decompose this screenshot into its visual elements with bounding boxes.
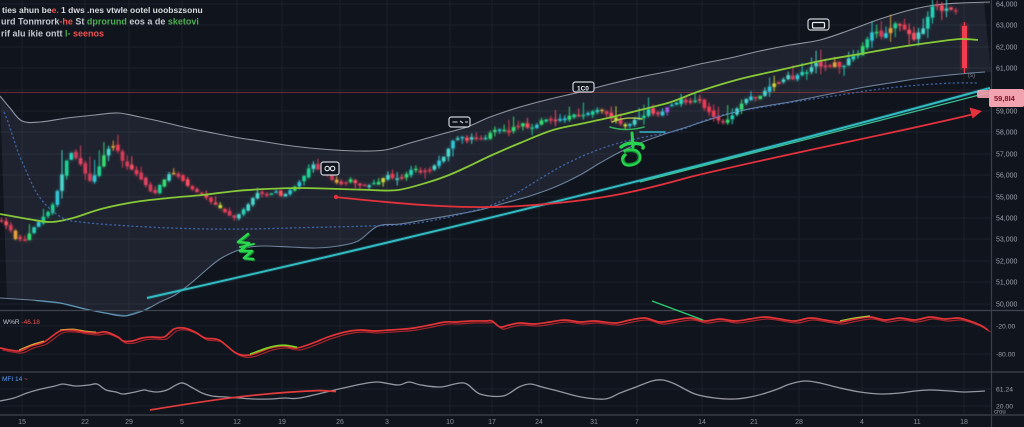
- svg-text:18: 18: [960, 419, 968, 426]
- svg-text:W%R -46.18: W%R -46.18: [3, 319, 40, 326]
- svg-text:24: 24: [535, 419, 543, 426]
- svg-text:-80.00: -80.00: [996, 352, 1015, 359]
- svg-text:4: 4: [860, 419, 864, 426]
- svg-text:63,000: 63,000: [996, 23, 1018, 30]
- svg-text:61.24: 61.24: [996, 387, 1013, 394]
- svg-text:53,000: 53,000: [996, 237, 1018, 244]
- svg-text:10: 10: [446, 419, 454, 426]
- svg-text:12: 12: [233, 419, 241, 426]
- svg-text:57,000: 57,000: [996, 152, 1018, 159]
- svg-text:51,000: 51,000: [996, 280, 1018, 287]
- svg-text:3: 3: [385, 419, 389, 426]
- svg-text:(s): (s): [968, 73, 975, 79]
- svg-text:31: 31: [590, 419, 598, 426]
- svg-text:59,8I4: 59,8I4: [994, 94, 1016, 103]
- svg-text:19: 19: [278, 419, 286, 426]
- svg-text:62,000: 62,000: [996, 45, 1018, 52]
- svg-text:22: 22: [81, 419, 89, 426]
- svg-text:54,000: 54,000: [996, 216, 1018, 223]
- svg-text:29: 29: [125, 419, 133, 426]
- svg-text:-20.00: -20.00: [996, 324, 1015, 331]
- svg-text:17: 17: [488, 419, 496, 426]
- svg-text:14: 14: [698, 419, 706, 426]
- svg-text:1C0: 1C0: [577, 86, 589, 93]
- svg-text:20.00: 20.00: [996, 404, 1013, 411]
- svg-text:5: 5: [180, 419, 184, 426]
- svg-text:ties ahun bee. 1 dws .nes vtwl: ties ahun bee. 1 dws .nes vtwle ootel uo…: [2, 5, 203, 15]
- svg-text:56,000: 56,000: [996, 173, 1018, 180]
- svg-text:61,000: 61,000: [996, 66, 1018, 73]
- svg-text:21: 21: [750, 419, 758, 426]
- svg-text:28: 28: [795, 419, 803, 426]
- svg-text:58,000: 58,000: [996, 130, 1018, 137]
- svg-text:MFI 14 ~: MFI 14 ~: [2, 376, 28, 383]
- svg-text:52,000: 52,000: [996, 259, 1018, 266]
- svg-text:59,000: 59,000: [996, 109, 1018, 116]
- svg-text:urd Tonmrork-he St dprorund eo: urd Tonmrork-he St dprorund eos a de ske…: [1, 17, 199, 27]
- svg-text:rif alu ikie ontt l- seenos: rif alu ikie ontt l- seenos: [1, 29, 104, 39]
- svg-text:64,000: 64,000: [996, 2, 1018, 9]
- svg-text:26: 26: [336, 419, 344, 426]
- svg-text:15: 15: [18, 419, 26, 426]
- svg-text:7: 7: [635, 419, 639, 426]
- svg-text:11: 11: [913, 419, 920, 426]
- svg-text:55,000: 55,000: [996, 195, 1018, 202]
- svg-text:50,000: 50,000: [996, 302, 1018, 309]
- svg-text:crou: crou: [994, 410, 1006, 416]
